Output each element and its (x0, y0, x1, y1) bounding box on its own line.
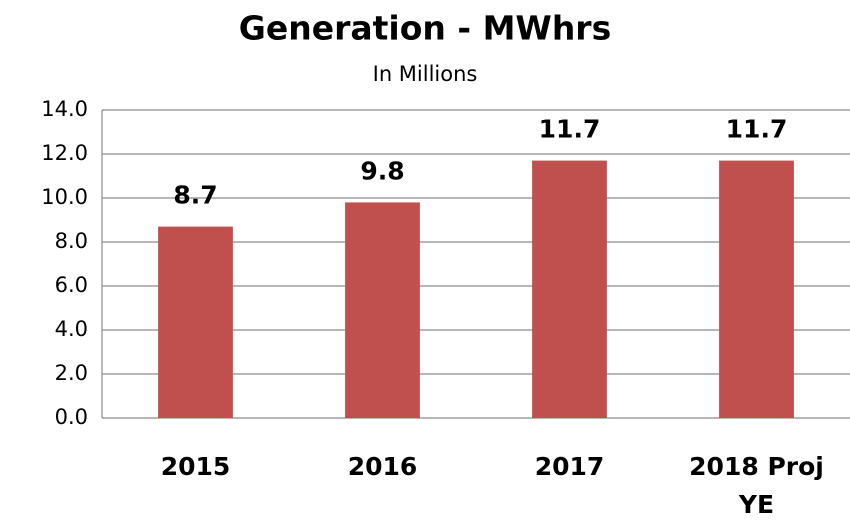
bar (158, 226, 233, 418)
y-tick-label: 8.0 (55, 229, 88, 253)
y-tick-label: 12.0 (41, 141, 88, 165)
bar (345, 202, 420, 418)
chart-subtitle: In Millions (373, 62, 478, 86)
x-tick-label: 2016 (347, 452, 418, 481)
y-tick-label: 10.0 (41, 185, 88, 209)
y-tick-label: 2.0 (55, 361, 88, 385)
data-label: 9.8 (360, 156, 404, 185)
x-tick-label: 2017 (534, 452, 605, 481)
y-tick-label: 0.0 (55, 405, 88, 429)
data-label: 11.7 (726, 115, 788, 144)
chart-title: Generation - MWhrs (239, 9, 611, 48)
bar (532, 160, 607, 418)
data-label: 11.7 (539, 115, 601, 144)
y-tick-label: 4.0 (55, 317, 88, 341)
data-label: 8.7 (173, 181, 217, 210)
y-tick-label: 6.0 (55, 273, 88, 297)
x-tick-label: 2018 Proj YE (689, 452, 824, 519)
bar (719, 160, 794, 418)
y-tick-label: 14.0 (41, 97, 88, 121)
x-tick-label: 2015 (160, 452, 231, 481)
